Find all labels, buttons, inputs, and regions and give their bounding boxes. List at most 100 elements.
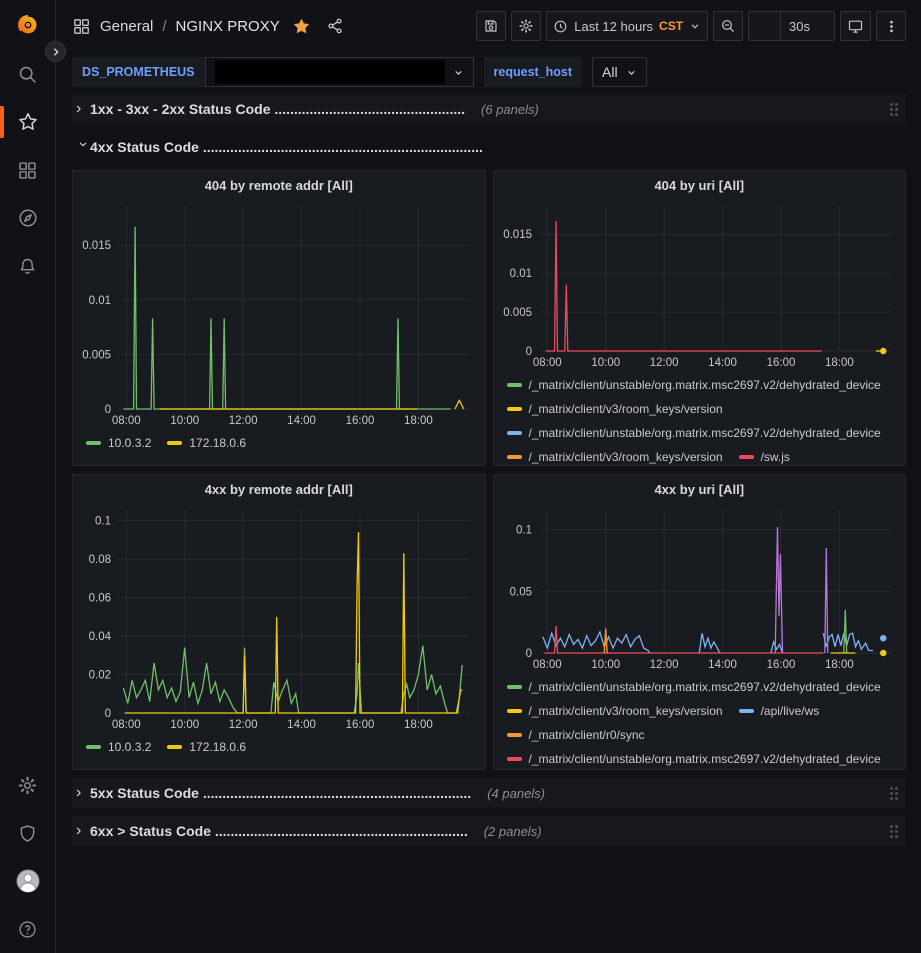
chevron-right-icon: › <box>76 784 82 801</box>
svg-text:0: 0 <box>525 346 531 358</box>
legend-item[interactable]: /_matrix/client/v3/room_keys/version <box>506 445 723 465</box>
legend-label: 10.0.3.2 <box>108 740 152 754</box>
legend-item[interactable]: /_matrix/client/unstable/org.matrix.msc2… <box>506 675 881 699</box>
svg-text:0: 0 <box>105 708 111 720</box>
svg-text:18:00: 18:00 <box>404 719 433 731</box>
sidebar-item-profile[interactable] <box>0 857 56 905</box>
legend-label: /_matrix/client/r0/sync <box>528 728 645 742</box>
timeseries-chart[interactable]: 08:00 10:00 12:00 14:00 16:00 18:00 0 0.005 0.01… <box>494 199 906 371</box>
svg-text:0.08: 0.08 <box>89 554 111 566</box>
dashboards-grid-icon <box>19 161 36 179</box>
sidebar-item-help[interactable] <box>0 905 56 953</box>
svg-text:0: 0 <box>525 648 531 660</box>
variable-value-dropdown[interactable]: All <box>592 57 647 87</box>
legend-swatch <box>506 431 522 435</box>
shield-icon <box>20 824 35 842</box>
sidebar-item-explore[interactable] <box>0 194 56 242</box>
chevron-down-icon <box>815 21 826 32</box>
breadcrumb-folder[interactable]: General <box>100 17 154 35</box>
sidebar-item-favorites[interactable] <box>0 98 56 146</box>
svg-text:0.01: 0.01 <box>509 268 531 280</box>
legend-item[interactable]: /_matrix/client/unstable/org.matrix.msc2… <box>506 421 881 445</box>
row-6xx[interactable]: › 6xx > Status Code ....................… <box>72 816 906 846</box>
legend-item[interactable]: /api/live/ws <box>738 699 820 723</box>
svg-text:0.005: 0.005 <box>82 349 111 361</box>
timeseries-chart[interactable]: 08:00 10:00 12:00 14:00 16:00 18:00 0 0.02 0.04 0… <box>73 503 485 733</box>
sidebar-item-alerting[interactable] <box>0 242 56 290</box>
variable-label[interactable]: DS_PROMETHEUS <box>72 57 205 87</box>
chevron-down-icon <box>691 24 699 29</box>
dashboard-header: General / NGINX PROXY <box>57 0 921 52</box>
legend-swatch <box>506 407 522 411</box>
svg-text:14:00: 14:00 <box>287 415 316 427</box>
legend-label: /_matrix/client/v3/room_keys/version <box>528 402 723 416</box>
legend-swatch <box>506 757 522 761</box>
svg-text:10:00: 10:00 <box>591 659 620 671</box>
svg-text:0.005: 0.005 <box>503 307 532 319</box>
svg-text:0.06: 0.06 <box>89 593 111 605</box>
legend-item[interactable]: /_matrix/client/unstable/org.matrix.msc2… <box>506 747 881 769</box>
dashboard-settings-button[interactable] <box>511 11 542 41</box>
svg-text:0.01: 0.01 <box>89 295 111 307</box>
legend-item[interactable]: /_matrix/client/unstable/org.matrix.msc2… <box>506 373 881 397</box>
redacted-value <box>214 60 445 84</box>
expand-sidebar-button[interactable] <box>45 41 66 62</box>
grafana-logo[interactable] <box>0 0 56 50</box>
chevron-right-icon: › <box>76 100 82 117</box>
panel-title[interactable]: 404 by uri [All] <box>654 177 745 193</box>
variable-request-host-value: All <box>592 57 647 87</box>
row-drag-handle[interactable] <box>890 786 898 800</box>
refresh-interval-dropdown[interactable]: 30s <box>781 12 834 40</box>
legend-item[interactable]: 172.18.0.6 <box>167 735 246 759</box>
svg-text:18:00: 18:00 <box>404 415 433 427</box>
more-options-button[interactable] <box>876 11 906 41</box>
refresh-button[interactable] <box>749 12 782 40</box>
timeseries-chart[interactable]: 08:00 10:00 12:00 14:00 16:00 18:00 0 0.005 0.01… <box>73 199 485 429</box>
legend-item[interactable]: 10.0.3.2 <box>86 735 151 759</box>
svg-text:0.1: 0.1 <box>516 525 532 537</box>
panel-title[interactable]: 404 by remote addr [All] <box>204 177 353 193</box>
legend-item[interactable]: /sw.js <box>738 445 790 465</box>
row-drag-handle[interactable] <box>890 102 898 116</box>
legend-swatch <box>506 733 522 737</box>
chevron-down-icon: › <box>75 141 93 147</box>
monitor-icon <box>848 20 863 33</box>
row-drag-handle[interactable] <box>890 824 898 838</box>
dashboard-title: NGINX PROXY <box>175 17 280 35</box>
row-4xx[interactable]: › 4xx Status Code ......................… <box>72 132 906 162</box>
svg-text:0.04: 0.04 <box>89 631 112 643</box>
zoom-out-time-button[interactable] <box>713 11 744 41</box>
legend-item[interactable]: 172.18.0.6 <box>167 431 246 455</box>
favorite-star-icon[interactable] <box>292 17 311 36</box>
sidebar-item-server-admin[interactable] <box>0 809 56 857</box>
svg-text:14:00: 14:00 <box>287 719 316 731</box>
legend-item[interactable]: /_matrix/client/v3/room_keys/version <box>506 397 723 421</box>
legend-item[interactable]: /_matrix/client/v3/room_keys/version <box>506 699 723 723</box>
panel-legend: 10.0.3.2 172.18.0.6 <box>73 429 485 455</box>
row-5xx[interactable]: › 5xx Status Code ......................… <box>72 778 906 808</box>
sidebar-item-dashboards[interactable] <box>0 146 56 194</box>
panel-title[interactable]: 4xx by remote addr [All] <box>204 481 353 497</box>
panel-legend: 10.0.3.2 172.18.0.6 <box>73 733 485 759</box>
sidebar-item-search[interactable] <box>0 50 56 98</box>
timeseries-chart[interactable]: 08:00 10:00 12:00 14:00 16:00 18:00 0 0.05 0.1 <box>494 503 906 673</box>
save-dashboard-button[interactable] <box>476 11 507 41</box>
legend-swatch <box>86 441 101 445</box>
legend-label: 10.0.3.2 <box>108 436 152 450</box>
compass-icon <box>18 209 37 227</box>
legend-item[interactable]: /_matrix/client/r0/sync <box>506 723 645 747</box>
share-icon[interactable] <box>326 17 344 35</box>
row-1xx-3xx-2xx[interactable]: › 1xx - 3xx - 2xx Status Code ..........… <box>72 94 906 124</box>
row-title: 4xx Status Code ........................… <box>90 139 483 155</box>
time-range-picker[interactable]: Last 12 hours CST <box>546 11 709 41</box>
legend-label: /_matrix/client/v3/room_keys/version <box>528 704 723 718</box>
legend-item[interactable]: 10.0.3.2 <box>86 431 151 455</box>
variable-value-dropdown[interactable] <box>204 57 474 87</box>
variable-label[interactable]: request_host <box>483 57 583 87</box>
legend-swatch <box>506 685 522 689</box>
cycle-view-mode-button[interactable] <box>840 11 871 41</box>
sidebar-item-settings[interactable] <box>0 761 56 809</box>
legend-label: /api/live/ws <box>760 704 820 718</box>
panel-title[interactable]: 4xx by uri [All] <box>654 481 745 497</box>
svg-text:0.02: 0.02 <box>89 670 111 682</box>
